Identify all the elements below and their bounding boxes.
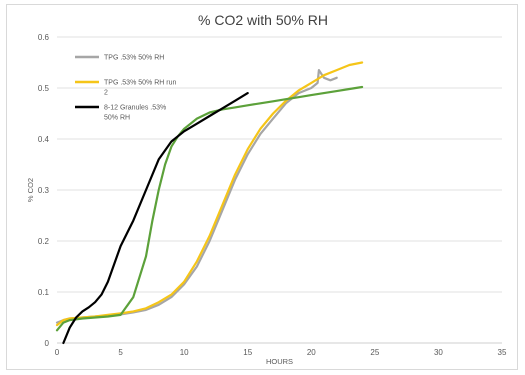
legend-label: 2: [104, 90, 108, 97]
legend-label: 8-12 Granules .53%: [104, 105, 166, 112]
y-axis-title: % CO2: [26, 178, 35, 202]
legend-label: TPG .53% 50% RH run: [104, 80, 176, 87]
x-tick-label: 0: [55, 348, 60, 357]
series-line-3: [55, 85, 364, 332]
y-tick-label: 0.5: [38, 84, 50, 93]
series-line-4: [62, 91, 249, 345]
x-tick-label: 20: [307, 348, 316, 357]
legend-label: TPG .53% 50% RH: [104, 55, 164, 62]
line-chart: 0 0.1 0.2 0.3 0.4 0.5 0.6 0 5 10 15 20 25 30 35 HOURS % …: [26, 33, 507, 366]
y-tick-label: 0.6: [38, 33, 50, 42]
axes: 0 0.1 0.2 0.3 0.4 0.5 0.6 0 5 10 15 20 25 30 35 HOURS % …: [26, 33, 507, 366]
grid-lines: [57, 36, 502, 344]
series-layer: [55, 61, 364, 345]
x-axis-title: HOURS: [266, 357, 293, 366]
chart-title: % CO2 with 50% RH: [198, 12, 328, 28]
x-tick-label: 5: [118, 348, 123, 357]
y-tick-label: 0.3: [38, 186, 50, 195]
y-tick-label: 0.4: [38, 135, 50, 144]
y-tick-label: 0.1: [38, 288, 50, 297]
x-tick-label: 30: [434, 348, 443, 357]
y-tick-label: 0.2: [38, 237, 50, 246]
x-tick-label: 15: [243, 348, 252, 357]
legend-label: 50% RH: [104, 115, 130, 122]
x-tick-label: 25: [370, 348, 379, 357]
x-tick-label: 35: [498, 348, 507, 357]
y-tick-label: 0: [45, 339, 50, 348]
chart-frame: % CO2 with 50% RH 0 0.1 0.2 0.3 0.4 0.5 0.6 0 5 1…: [6, 4, 518, 370]
legend: TPG .53% 50% RH TPG .53% 50% RH run 2 8-12 …: [75, 55, 176, 122]
x-tick-label: 10: [180, 348, 189, 357]
series-line-2: [55, 61, 364, 327]
